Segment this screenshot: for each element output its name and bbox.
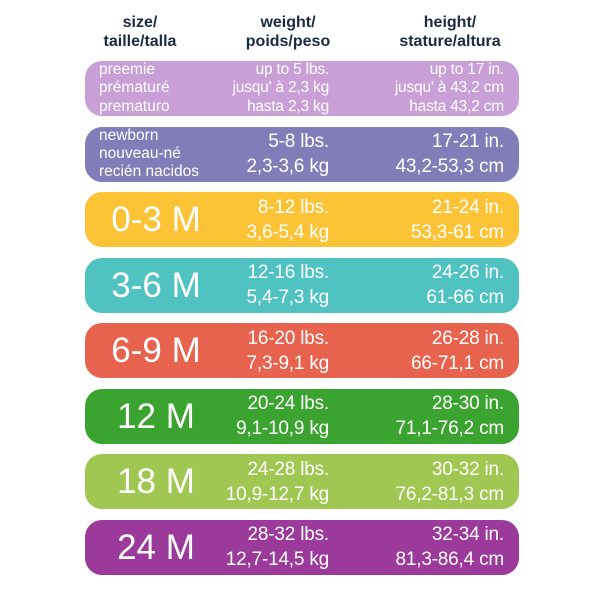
weight-value-line: 7,3-9,1 kg <box>246 352 330 374</box>
weight-cell: 20-24 lbs. 9,1-10,9 kg <box>185 389 329 444</box>
weight-value-line: 8-12 lbs. <box>257 196 329 218</box>
height-cell: up to 17 in. jusqu' à 43,2 cm hasta 43,2 c… <box>365 61 504 116</box>
column-header-weight: weight/ poids/peso <box>208 13 368 51</box>
size-value-line: prématuré <box>99 79 170 97</box>
weight-value-line: up to 5 lbs. <box>255 61 330 79</box>
column-header-height-line1: height/ <box>423 14 477 31</box>
size-value-line: 3-6 M <box>111 265 201 305</box>
height-value-line: 28-30 in. <box>431 393 504 414</box>
height-value-line: up to 17 in. <box>429 61 505 79</box>
size-value-line: preemie <box>99 61 155 79</box>
height-value-line: 24-26 in. <box>431 262 504 283</box>
size-row-3: 3-6 M 12-16 lbs. 5,4-7,3 kg 24-26 in. 61-66 … <box>85 257 519 313</box>
weight-cell: up to 5 lbs. jusqu' à 2,3 kg hasta 2,3 kg <box>185 61 330 116</box>
height-value-line: 61-66 cm <box>426 287 504 308</box>
weight-cell: 8-12 lbs. 3,6-5,4 kg <box>185 192 330 247</box>
size-row-7: 24 M 28-32 lbs. 12,7-14,5 kg 32-34 in. 81,3-… <box>85 519 519 575</box>
column-header-size-line2: taille/talla <box>103 33 177 50</box>
weight-cell: 5-8 lbs. 2,3-3,6 kg <box>185 127 330 182</box>
height-value-line: 26-28 in. <box>431 327 504 349</box>
size-value-line: prematuro <box>99 97 170 115</box>
size-cell: preemie prématuré prematuro <box>99 61 213 116</box>
weight-value-line: 20-24 lbs. <box>247 393 330 414</box>
size-cell: 24 M <box>99 520 213 575</box>
size-value-line: recién nacidos <box>99 163 199 181</box>
column-header-height-line2: stature/altura <box>399 33 501 50</box>
size-value-line: 0-3 M <box>111 200 201 239</box>
size-cell: 6-9 M <box>99 323 213 378</box>
size-value-line: nouveau-né <box>99 144 181 162</box>
height-cell: 28-30 in. 71,1-76,2 cm <box>365 389 505 444</box>
height-cell: 24-26 in. 61-66 cm <box>365 258 504 313</box>
column-header-weight-line1: weight/ <box>260 14 316 31</box>
size-cell: 0-3 M <box>99 192 213 247</box>
size-value-line: newborn <box>99 126 159 144</box>
size-row-4: 6-9 M 16-20 lbs. 7,3-9,1 kg 26-28 in. 66-71,… <box>85 323 519 378</box>
size-row-2: 0-3 M 8-12 lbs. 3,6-5,4 kg 21-24 in. 53,3-61… <box>85 192 519 247</box>
size-cell: 3-6 M <box>99 258 213 313</box>
weight-value-line: 24-28 lbs. <box>247 458 330 480</box>
height-value-line: 76,2-81,3 cm <box>395 483 505 505</box>
weight-value-line: 12,7-14,5 kg <box>225 549 329 570</box>
column-header-weight-line2: poids/peso <box>245 33 331 50</box>
weight-cell: 24-28 lbs. 10,9-12,7 kg <box>185 454 329 509</box>
height-value-line: jusqu' à 43,2 cm <box>394 79 504 97</box>
height-cell: 32-34 in. 81,3-86,4 cm <box>365 520 505 575</box>
height-cell: 21-24 in. 53,3-61 cm <box>365 192 504 247</box>
size-row-6: 18 M 24-28 lbs. 10,9-12,7 kg 30-32 in. 76,2-… <box>85 454 519 509</box>
height-cell: 26-28 in. 66-71,1 cm <box>365 323 504 378</box>
size-row-5: 12 M 20-24 lbs. 9,1-10,9 kg 28-30 in. 71,1-7… <box>85 388 519 444</box>
height-cell: 17-21 in. 43,2-53,3 cm <box>365 127 505 182</box>
weight-value-line: 12-16 lbs. <box>247 262 330 283</box>
weight-cell: 12-16 lbs. 5,4-7,3 kg <box>185 258 330 313</box>
weight-value-line: 5,4-7,3 kg <box>246 287 330 308</box>
height-cell: 30-32 in. 76,2-81,3 cm <box>365 454 505 509</box>
weight-value-line: 5-8 lbs. <box>268 131 329 152</box>
column-header-height: height/ stature/altura <box>370 13 530 51</box>
weight-value-line: 3,6-5,4 kg <box>246 221 330 243</box>
weight-cell: 28-32 lbs. 12,7-14,5 kg <box>185 520 329 575</box>
height-value-line: 81,3-86,4 cm <box>395 549 505 570</box>
size-cell: 18 M <box>99 454 213 509</box>
size-cell: newborn nouveau-né recién nacidos <box>99 127 213 182</box>
size-value-line: 24 M <box>117 527 195 567</box>
height-value-line: 71,1-76,2 cm <box>395 418 505 439</box>
weight-value-line: 10,9-12,7 kg <box>225 483 329 505</box>
weight-value-line: 28-32 lbs. <box>247 524 330 545</box>
size-row-0: preemie prématuré prematuro up to 5 lbs. jus… <box>85 61 519 116</box>
size-row-1: newborn nouveau-né recién nacidos 5-8 lbs. 2… <box>85 126 519 182</box>
size-chart-rows: preemie prématuré prematuro up to 5 lbs. jus… <box>85 61 519 575</box>
weight-value-line: hasta 2,3 kg <box>246 97 329 115</box>
height-value-line: 21-24 in. <box>431 196 504 218</box>
weight-value-line: 16-20 lbs. <box>247 327 330 349</box>
height-value-line: 43,2-53,3 cm <box>395 156 505 177</box>
height-value-line: 66-71,1 cm <box>410 352 504 374</box>
height-value-line: 53,3-61 cm <box>410 221 504 243</box>
weight-value-line: 2,3-3,6 kg <box>246 156 330 177</box>
size-value-line: 12 M <box>117 396 195 436</box>
size-cell: 12 M <box>99 389 213 444</box>
size-value-line: 6-9 M <box>111 331 201 370</box>
height-value-line: 32-34 in. <box>431 524 504 545</box>
column-header-size: size/ taille/talla <box>60 13 220 51</box>
size-value-line: 18 M <box>117 462 195 501</box>
height-value-line: hasta 43,2 cm <box>409 97 504 115</box>
height-value-line: 17-21 in. <box>431 131 504 152</box>
weight-cell: 16-20 lbs. 7,3-9,1 kg <box>185 323 330 378</box>
weight-value-line: jusqu' à 2,3 kg <box>232 79 330 97</box>
height-value-line: 30-32 in. <box>431 458 504 480</box>
weight-value-line: 9,1-10,9 kg <box>236 418 329 439</box>
column-header-size-line1: size/ <box>122 14 158 31</box>
